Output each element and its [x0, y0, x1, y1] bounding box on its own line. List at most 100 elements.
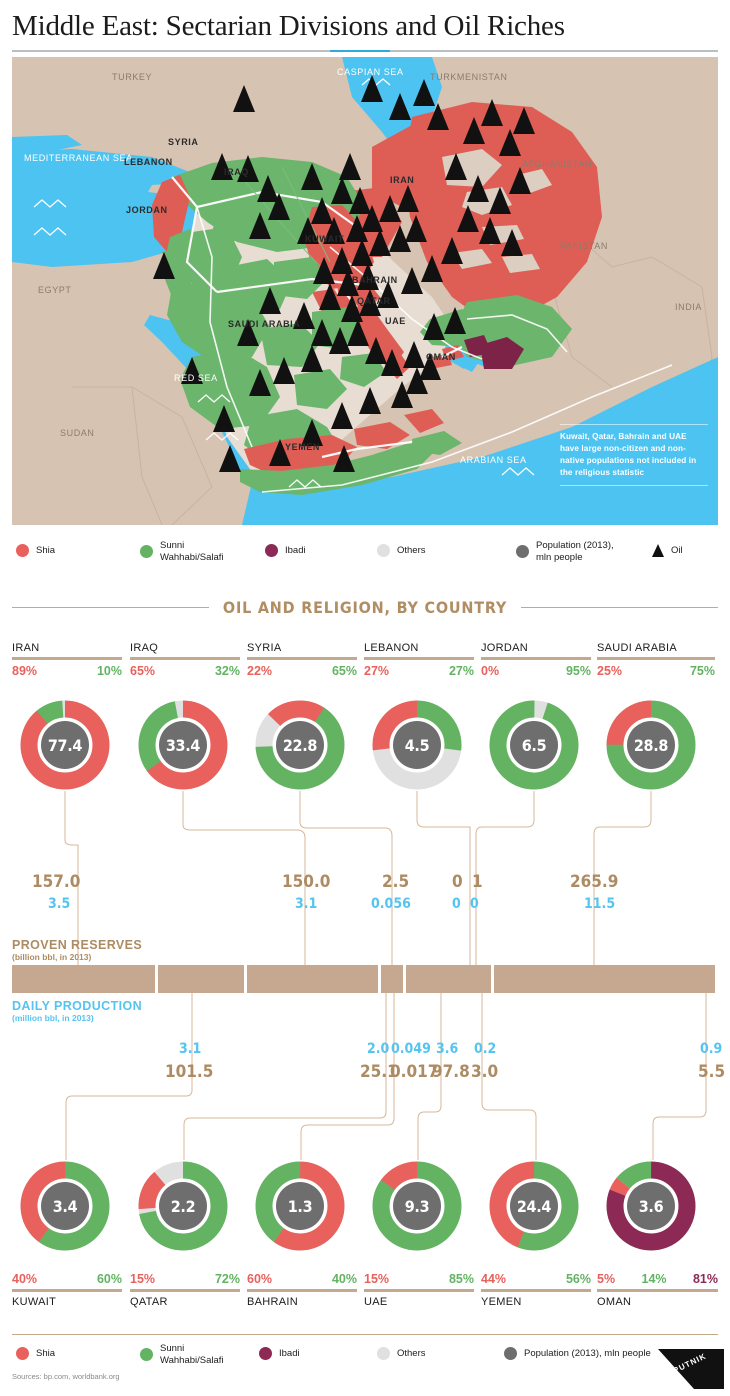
population-value: 77.4	[47, 735, 83, 755]
legend-label: Others	[397, 1347, 426, 1359]
reserves-value-oman: 5.5	[698, 1062, 726, 1082]
section-rule-left	[12, 606, 209, 608]
sputnik-logo: SPUTNIK	[654, 1345, 726, 1391]
population-value: 9.3	[404, 1196, 430, 1216]
bar-segment	[158, 965, 244, 993]
map-note: Kuwait, Qatar, Bahrain and UAE have larg…	[560, 424, 708, 486]
production-value-bahrain: 0.049	[391, 1041, 431, 1057]
circle-icon	[16, 544, 29, 557]
production-value-jordan: 0	[470, 896, 479, 912]
reserves-sub: (billion bbl, in 2013)	[12, 952, 92, 962]
shia-pct: 40%	[12, 1272, 38, 1286]
country-footer-uae: 15% 85% UAE	[364, 1272, 474, 1308]
country-name: UAE	[364, 1295, 388, 1308]
country-rule	[247, 1289, 357, 1292]
population-value: 4.5	[404, 735, 430, 755]
section-header: OIL AND RELIGION, BY COUNTRY	[12, 596, 719, 618]
sources-text: Sources: bp.com, worldbank.org	[12, 1372, 120, 1381]
sunni-pct: 60%	[96, 1272, 122, 1286]
bar-segment	[12, 965, 155, 993]
oil-derrick-icon	[652, 544, 664, 557]
donut-iran[interactable]: 77.4	[19, 699, 111, 791]
country-header-iraq: IRAQ 65% 32%	[130, 642, 240, 678]
bar-segment	[381, 965, 403, 993]
title-divider-accent	[330, 50, 390, 52]
reserves-value-bahrain: 0.017	[390, 1062, 439, 1082]
legend-item-ibadi: Ibadi	[265, 544, 306, 557]
population-value: 2.2	[170, 1196, 196, 1216]
legend-top: Shia Sunni Wahhabi/Salafi Ibadi Others P…	[12, 540, 718, 568]
country-rule	[12, 1289, 122, 1292]
country-name: JORDAN	[481, 642, 529, 654]
sunni-pct: 72%	[214, 1272, 240, 1286]
reserves-value-lebanon: 0	[452, 872, 463, 892]
shia-pct: 44%	[481, 1272, 507, 1286]
legend-item-shia-bottom: Shia	[16, 1347, 55, 1360]
circle-icon	[140, 545, 153, 559]
sunni-pct: 75%	[689, 663, 715, 678]
sunni-pct: 95%	[565, 663, 591, 678]
reserves-value-yemen: 3.0	[471, 1062, 499, 1082]
legend-item-sunni: Sunni Wahhabi/Salafi	[140, 540, 224, 563]
country-rule	[597, 657, 715, 660]
population-value: 3.6	[638, 1196, 664, 1216]
country-rule	[364, 1289, 474, 1292]
legend-label: Ibadi	[279, 1347, 300, 1359]
legend-label: Oil	[671, 544, 683, 556]
section-rule-right	[521, 606, 719, 608]
donut-oman[interactable]: 3.6	[605, 1160, 697, 1252]
legend-item-ibadi-bottom: Ibadi	[259, 1347, 300, 1360]
reserves-value-iraq: 150.0	[282, 872, 331, 892]
population-value: 6.5	[521, 735, 547, 755]
shia-pct: 25%	[597, 663, 623, 678]
donut-jordan[interactable]: 6.5	[488, 699, 580, 791]
sunni-pct: 32%	[214, 663, 240, 678]
donut-iraq[interactable]: 33.4	[137, 699, 229, 791]
production-sub: (million bbl, in 2013)	[12, 1013, 94, 1023]
donut-saudi-arabia[interactable]: 28.8	[605, 699, 697, 791]
shia-pct: 22%	[247, 663, 273, 678]
donut-qatar[interactable]: 2.2	[137, 1160, 229, 1252]
donut-lebanon[interactable]: 4.5	[371, 699, 463, 791]
legend-label: Shia	[36, 1347, 56, 1359]
circle-icon	[140, 1348, 153, 1362]
country-rule	[481, 657, 591, 660]
donut-yemen[interactable]: 24.4	[488, 1160, 580, 1252]
country-footer-kuwait: 40% 60% KUWAIT	[12, 1272, 122, 1308]
sunni-pct: 56%	[565, 1272, 591, 1286]
shia-pct: 15%	[364, 1272, 390, 1286]
country-header-lebanon: LEBANON 27% 27%	[364, 642, 474, 678]
legend-item-oil: Oil	[652, 544, 683, 557]
circle-icon	[16, 1347, 29, 1360]
production-value-syria: 0.056	[371, 896, 411, 912]
country-footer-qatar: 15% 72% QATAR	[130, 1272, 240, 1308]
population-value: 3.4	[52, 1196, 78, 1216]
donut-syria[interactable]: 22.8	[254, 699, 346, 791]
population-value: 24.4	[516, 1196, 552, 1216]
legend-item-sunni-bottom: Sunni Wahhabi/Salafi	[140, 1343, 224, 1366]
legend-label: Sunni Wahhabi/Salafi	[160, 1343, 224, 1366]
legend-label: Shia	[36, 544, 56, 556]
legend-label: Sunni Wahhabi/Salafi	[160, 540, 224, 563]
sunni-pct: 14%	[641, 1272, 667, 1286]
reserves-value-kuwait: 101.5	[165, 1062, 214, 1082]
page-title: Middle East: Sectarian Divisions and Oil…	[12, 10, 565, 42]
note-text: Kuwait, Qatar, Bahrain and UAE have larg…	[560, 432, 697, 477]
donut-uae[interactable]: 9.3	[371, 1160, 463, 1252]
reserves-value-qatar: 25.1	[360, 1062, 398, 1082]
circle-icon	[377, 544, 390, 557]
circle-icon	[504, 1347, 517, 1360]
donut-kuwait[interactable]: 3.4	[19, 1160, 111, 1252]
sunni-pct: 10%	[96, 663, 122, 678]
sunni-pct: 40%	[331, 1272, 357, 1286]
shia-pct: 89%	[12, 663, 38, 678]
country-header-iran: IRAN 89% 10%	[12, 642, 122, 678]
donut-bahrain[interactable]: 1.3	[254, 1160, 346, 1252]
circle-icon	[265, 544, 278, 557]
legend-label: Ibadi	[285, 544, 306, 556]
reserves-value-jordan: 1	[472, 872, 483, 892]
map-svg	[12, 57, 718, 525]
country-rule	[364, 657, 474, 660]
sunni-pct: 27%	[448, 663, 474, 678]
